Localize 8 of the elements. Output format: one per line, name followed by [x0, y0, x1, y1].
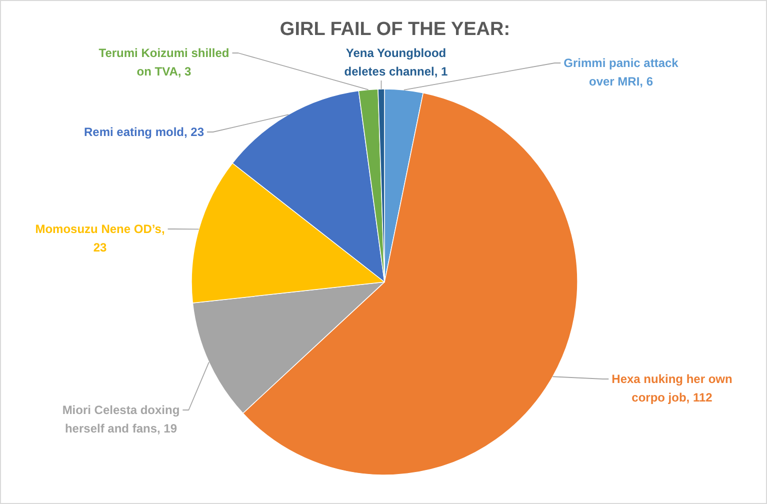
- chart-title: GIRL FAIL OF THE YEAR:: [280, 19, 510, 40]
- slice-label: Terumi Koizumi shilled on TVA, 3: [98, 46, 230, 78]
- slice-label: Miori Celesta doxing herself and fans, 19: [62, 403, 180, 436]
- slice-label: Yena Youngblood deletes channel, 1: [344, 46, 448, 78]
- slice-label: Grimmi panic attack over MRI, 6: [564, 56, 679, 88]
- slice-label: Hexa nuking her own corpo job, 112: [612, 372, 732, 404]
- slice-label: Momosuzu Nene OD’s, 23: [35, 222, 165, 254]
- slice-label: Remi eating mold, 23: [84, 125, 204, 139]
